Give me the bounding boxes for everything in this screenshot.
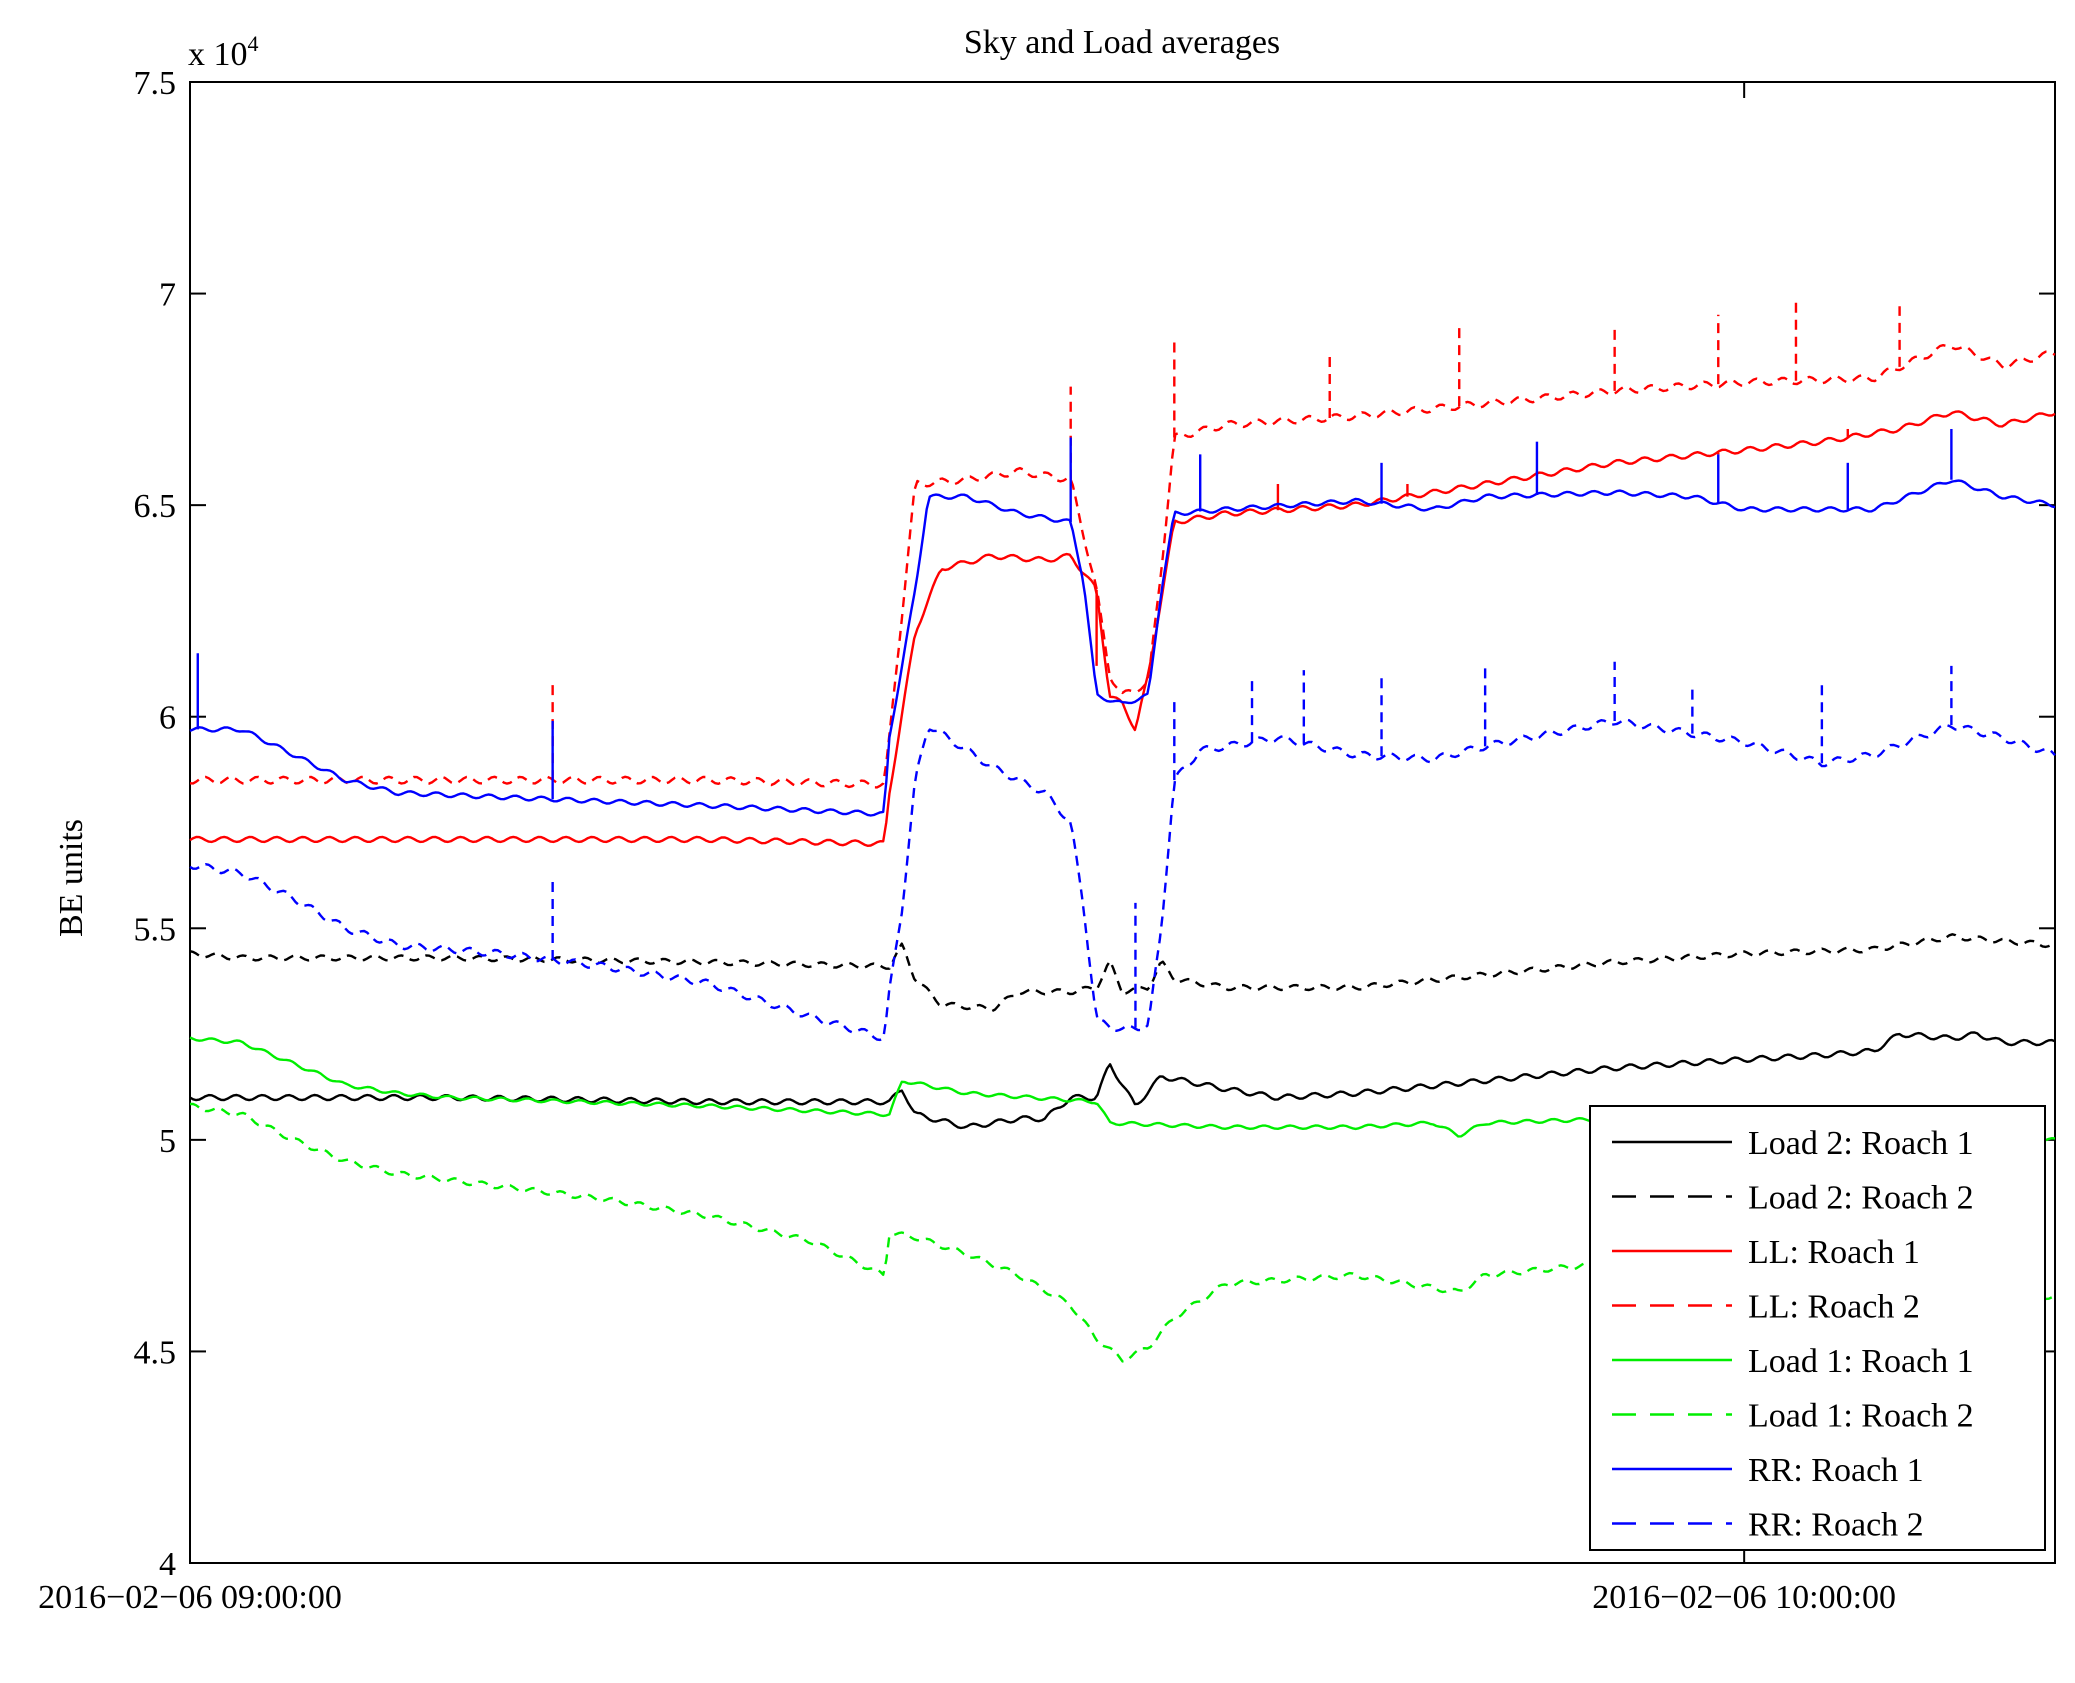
y-tick-label: 7 (159, 277, 176, 314)
legend-label: Load 1: Roach 1 (1748, 1343, 1974, 1380)
y-axis-exponent: x 104 (188, 31, 259, 73)
series-line (190, 1102, 2056, 1363)
chart-legend: Load 2: Roach 1 Load 2: Roach 2 LL: Roach … (1589, 1105, 2046, 1551)
legend-label: LL: Roach 2 (1748, 1289, 1920, 1326)
x-tick-label: 2016−02−06 10:00:00 (1592, 1579, 1896, 1616)
plot-axes: 4 4.5 5 5.5 6 6.5 7 7.5 2016−02−06 09:00:00 2016−… (38, 65, 2056, 1616)
series-rr-roach-2 (189, 661, 2056, 1042)
legend-box (1589, 1105, 2046, 1551)
series-line (189, 344, 2056, 789)
plot-series (189, 302, 2056, 1363)
y-axis-label: BE units (53, 819, 90, 937)
series-line (189, 933, 2056, 1013)
series-ll-roach-2 (189, 302, 2056, 789)
series-line (189, 479, 2056, 817)
series-line (189, 1031, 2056, 1130)
series-load-2-roach-1 (189, 1031, 2056, 1130)
plot-frame (189, 81, 2056, 1564)
legend-label: Load 1: Roach 2 (1748, 1398, 1974, 1435)
series-load-2-roach-2 (189, 933, 2056, 1013)
series-rr-roach-1 (189, 428, 2056, 817)
y-tick-label: 6 (159, 700, 176, 737)
y-tick-label: 7.5 (134, 65, 177, 102)
y-tick-label: 6.5 (134, 488, 177, 525)
y-exponent-base: x 10 (188, 36, 248, 73)
series-line (189, 718, 2056, 1042)
y-tick-label: 4 (159, 1546, 176, 1583)
chart-title: Sky and Load averages (964, 24, 1280, 61)
y-exponent-power: 4 (248, 31, 259, 56)
legend-label: Load 2: Roach 2 (1748, 1180, 1974, 1217)
y-tick-label: 5 (159, 1123, 176, 1160)
legend-label: LL: Roach 1 (1748, 1234, 1920, 1271)
y-tick-label: 5.5 (134, 911, 177, 948)
legend-label: RR: Roach 2 (1748, 1507, 1924, 1544)
legend-label: RR: Roach 1 (1748, 1452, 1924, 1489)
x-tick-label: 2016−02−06 09:00:00 (38, 1579, 342, 1616)
y-tick-label: 4.5 (134, 1334, 177, 1371)
series-load-1-roach-2 (190, 1102, 2056, 1363)
legend-label: Load 2: Roach 1 (1748, 1125, 1974, 1162)
